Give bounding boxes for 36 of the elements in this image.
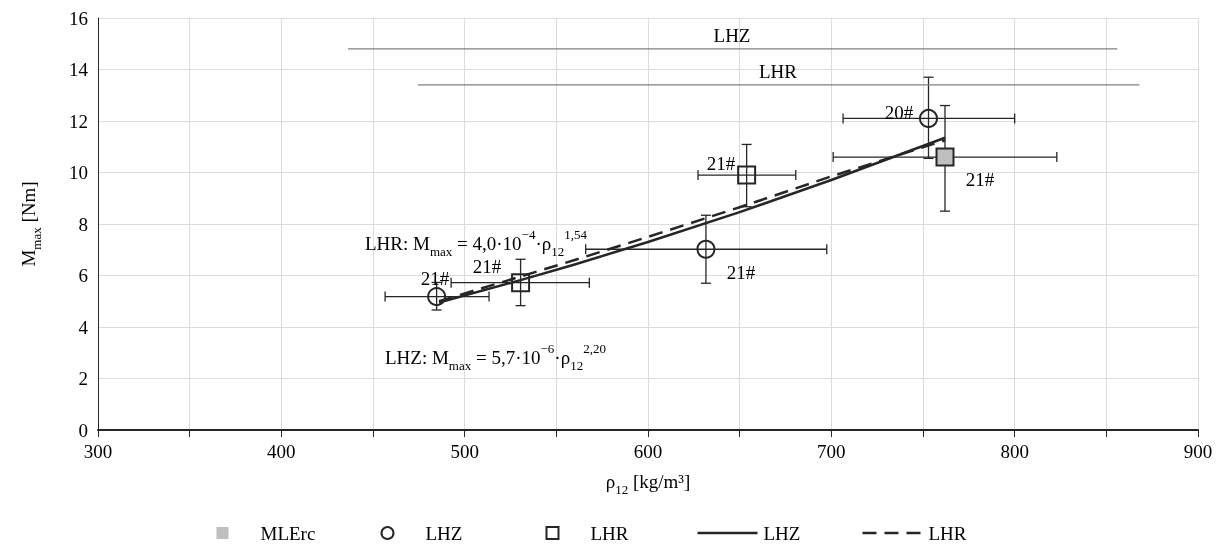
y-tick-label: 0: [78, 419, 88, 441]
x-tick-label: 300: [83, 441, 113, 462]
point: [696, 239, 716, 259]
point: [935, 147, 955, 167]
x-tick-label: 800: [1000, 441, 1029, 462]
annotation: 21#: [472, 255, 502, 277]
y-tick-label: 10: [69, 162, 88, 183]
x-tick-label: 400: [267, 441, 296, 462]
legend-label: LHZ: [763, 522, 801, 544]
y-tick-label: 2: [78, 368, 88, 389]
annotation: LHR: [759, 60, 798, 82]
annotation: 20#: [884, 101, 914, 123]
point: [737, 165, 757, 185]
y-axis-title: Mmax [Nm]: [17, 181, 44, 267]
legend-label: MLErc: [260, 522, 316, 544]
point: [919, 108, 938, 128]
annotation: 21#: [965, 168, 995, 190]
annotation: 21#: [420, 267, 450, 289]
annotation: 21#: [726, 261, 756, 283]
y-tick-label: 16: [69, 7, 88, 29]
y-tick-label: 4: [78, 316, 89, 338]
annotation: 21#: [706, 152, 736, 174]
y-tick-label: 8: [78, 213, 88, 235]
legend-label: LHZ: [425, 522, 463, 544]
x-tick-label: 900: [1183, 441, 1213, 462]
legend-label: LHR: [590, 522, 629, 544]
legend-label: LHR: [928, 522, 967, 544]
x-tick-label: 500: [450, 441, 479, 462]
x-tick-label: 700: [817, 441, 846, 462]
annotation: LHZ: [713, 24, 751, 46]
y-tick-label: 14: [69, 59, 89, 80]
y-tick-label: 12: [69, 110, 88, 132]
y-tick-label: 6: [78, 265, 88, 286]
point: [511, 273, 531, 293]
x-tick-label: 600: [633, 441, 663, 462]
point: [427, 287, 447, 307]
